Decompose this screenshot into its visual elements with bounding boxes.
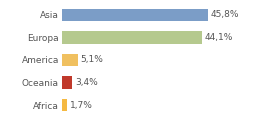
Bar — [62, 76, 73, 89]
Text: 45,8%: 45,8% — [210, 10, 239, 19]
Bar — [62, 31, 202, 44]
Text: 44,1%: 44,1% — [205, 33, 233, 42]
Text: 5,1%: 5,1% — [80, 55, 103, 64]
Bar — [62, 54, 78, 66]
Text: 3,4%: 3,4% — [75, 78, 98, 87]
Text: 1,7%: 1,7% — [69, 101, 92, 110]
Bar — [62, 99, 67, 111]
Bar — [62, 9, 207, 21]
